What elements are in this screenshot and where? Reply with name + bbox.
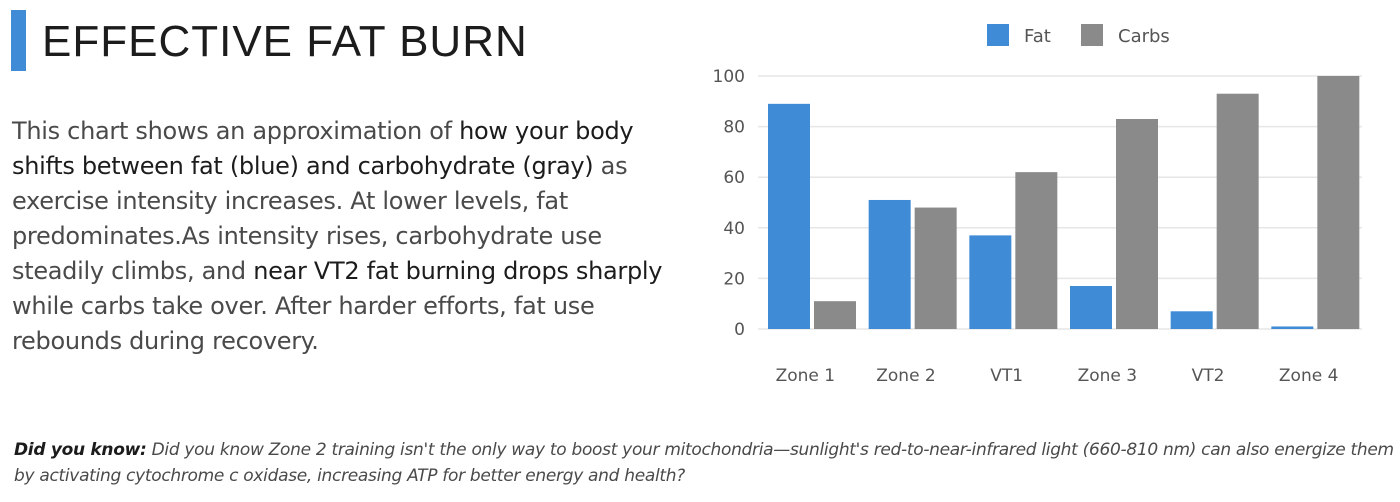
bar-carbs [814,301,856,329]
y-tick-label: 60 [723,168,745,188]
description-text: while carbs take over. After harder effo… [12,292,595,355]
x-tick-label: Zone 1 [776,366,836,386]
bar-carbs [1015,172,1058,329]
x-tick-label: VT1 [990,366,1023,386]
x-tick-label: VT2 [1192,366,1225,386]
legend-label: Fat [1024,26,1051,47]
did-you-know-note: Did you know: Did you know Zone 2 traini… [14,437,1394,489]
description-emphasis: near VT2 fat burning drops sharply [253,257,663,285]
bar-carbs [1216,93,1259,330]
y-tick-label: 20 [723,269,745,289]
bar-carbs [1116,119,1158,329]
description-text: as exercise intensity increases. At lowe… [12,152,628,285]
description-emphasis: how your body shifts between fat (blue) … [12,117,634,180]
bar-fat [969,235,1012,329]
bar-fat [768,103,810,329]
y-tick-label: 100 [713,67,745,87]
legend-swatch-fat [987,24,1009,46]
bar-carbs [914,207,957,329]
bar-fat [868,199,911,329]
x-tick-label: Zone 3 [1078,366,1138,386]
bar-fat [1170,311,1213,329]
title-accent-bar [11,10,26,71]
bar-fat [1271,326,1314,329]
y-tick-label: 80 [723,118,745,138]
description-text: This chart shows an approximation of [12,117,460,145]
did-you-know-label: Did you know: [14,440,147,460]
y-tick-label: 40 [723,219,745,239]
chart-description: This chart shows an approximation of how… [12,114,692,359]
bar-carbs [1317,76,1360,329]
x-tick-label: Zone 4 [1279,366,1339,386]
did-you-know-text: Did you know Zone 2 training isn't the o… [14,440,1394,486]
y-tick-label: 0 [734,320,745,340]
bar-fat [1070,285,1112,329]
legend-label: Carbs [1118,26,1170,47]
x-tick-label: Zone 2 [876,366,936,386]
legend-swatch-carbs [1081,24,1103,46]
page-title: EFFECTIVE FAT BURN [42,17,528,66]
fat-carbs-bar-chart: 0 20 40 60 80 100 Zone 1 Zone 2 VT1 Zone 3 VT2 Zone… [713,24,1362,386]
